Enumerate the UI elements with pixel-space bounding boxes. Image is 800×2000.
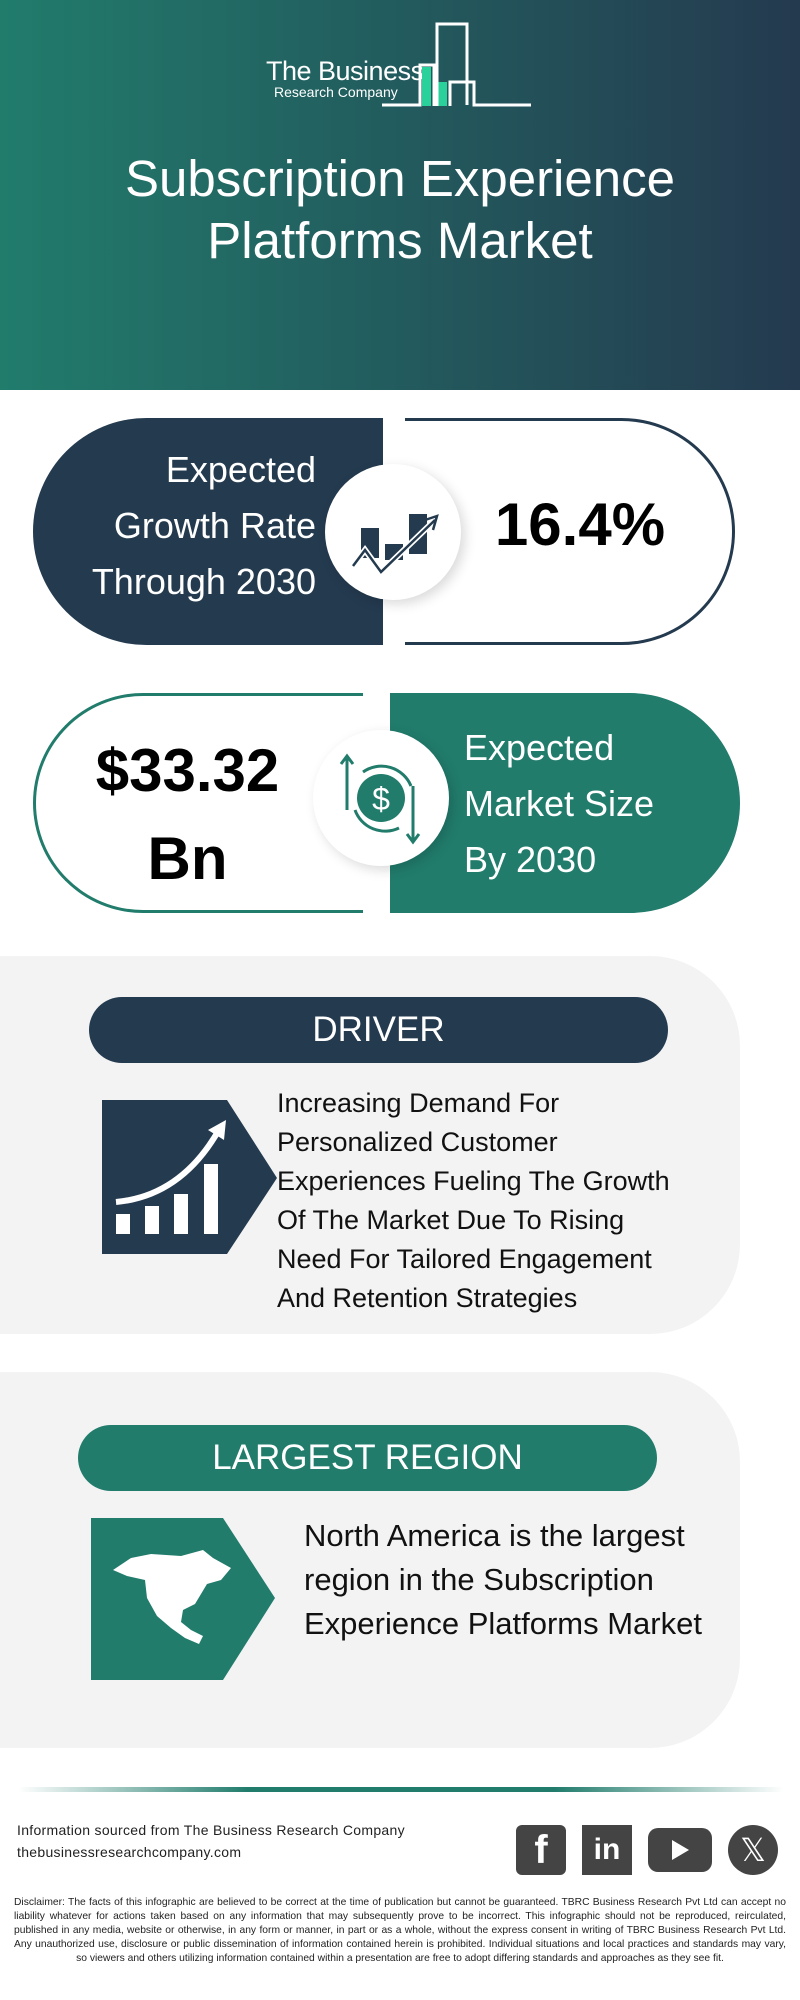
- driver-text-line: Experiences Fueling The Growth: [277, 1166, 670, 1196]
- growth-label-panel: [33, 418, 383, 645]
- growth-label: Expected Growth Rate Through 2030: [40, 442, 316, 610]
- region-text: North America is the largest region in t…: [304, 1514, 702, 1646]
- driver-text-line: Of The Market Due To Rising: [277, 1205, 625, 1235]
- growth-chart-icon: [350, 514, 439, 577]
- growth-value-panel: [405, 418, 735, 645]
- social-links: f in 𝕏: [516, 1825, 778, 1875]
- logo-text-line2: Research Company: [274, 84, 398, 100]
- facebook-icon[interactable]: f: [516, 1825, 566, 1875]
- page-title: Subscription Experience Platforms Market: [0, 148, 800, 272]
- driver-heading: DRIVER: [89, 997, 668, 1063]
- market-size-value-panel: [33, 693, 363, 913]
- driver-text-line: Personalized Customer: [277, 1127, 558, 1157]
- growth-icon-circle: [325, 464, 461, 600]
- linkedin-icon[interactable]: in: [582, 1825, 632, 1875]
- region-text-line: North America is the largest: [304, 1518, 685, 1553]
- north-america-map-icon: [91, 1518, 275, 1680]
- market-size-unit: Bn: [147, 825, 228, 892]
- market-size-label-line: By 2030: [464, 839, 597, 880]
- source-text: Information sourced from The Business Re…: [17, 1822, 405, 1838]
- driver-text-line: Increasing Demand For: [277, 1088, 560, 1118]
- driver-text-line: Need For Tailored Engagement: [277, 1244, 652, 1274]
- market-size-label-line: Expected: [464, 727, 615, 768]
- title-line1: Subscription Experience: [125, 150, 675, 207]
- disclaimer: Disclaimer: The facts of this infographi…: [14, 1897, 786, 1964]
- growth-label-line: Growth Rate: [113, 505, 316, 546]
- footer-divider: [18, 1787, 784, 1792]
- region-heading: LARGEST REGION: [78, 1425, 657, 1491]
- market-size-amount: $33.32: [95, 737, 280, 804]
- rising-bar-chart-icon: [102, 1100, 277, 1254]
- youtube-icon[interactable]: [648, 1828, 712, 1872]
- title-line2: Platforms Market: [207, 212, 593, 269]
- region-text-line: region in the Subscription: [304, 1562, 654, 1597]
- driver-text: Increasing Demand For Personalized Custo…: [277, 1084, 670, 1318]
- svg-text:$: $: [372, 781, 390, 817]
- x-icon[interactable]: 𝕏: [728, 1825, 778, 1875]
- footer-source: Information sourced from The Business Re…: [17, 1819, 405, 1863]
- growth-label-line: Expected: [165, 449, 316, 490]
- market-size-label: Expected Market Size By 2030: [464, 720, 654, 888]
- market-size-icon-circle: $: [313, 730, 449, 866]
- logo-text-line1: The Business: [266, 56, 424, 86]
- market-size-label-line: Market Size: [464, 783, 655, 824]
- website-link[interactable]: thebusinessresearchcompany.com: [17, 1844, 242, 1860]
- growth-rate-value: 16.4%: [494, 491, 666, 558]
- header-banner: The Business Research Company Subscripti…: [0, 0, 800, 390]
- dollar-cycle-icon: $: [339, 753, 421, 845]
- region-text-line: Experience Platforms Market: [304, 1606, 702, 1641]
- market-size-value: $33.32 Bn: [60, 727, 315, 903]
- logo-skyline-icon: [382, 22, 531, 107]
- growth-label-line: Through 2030: [91, 561, 316, 602]
- driver-text-line: And Retention Strategies: [277, 1283, 578, 1313]
